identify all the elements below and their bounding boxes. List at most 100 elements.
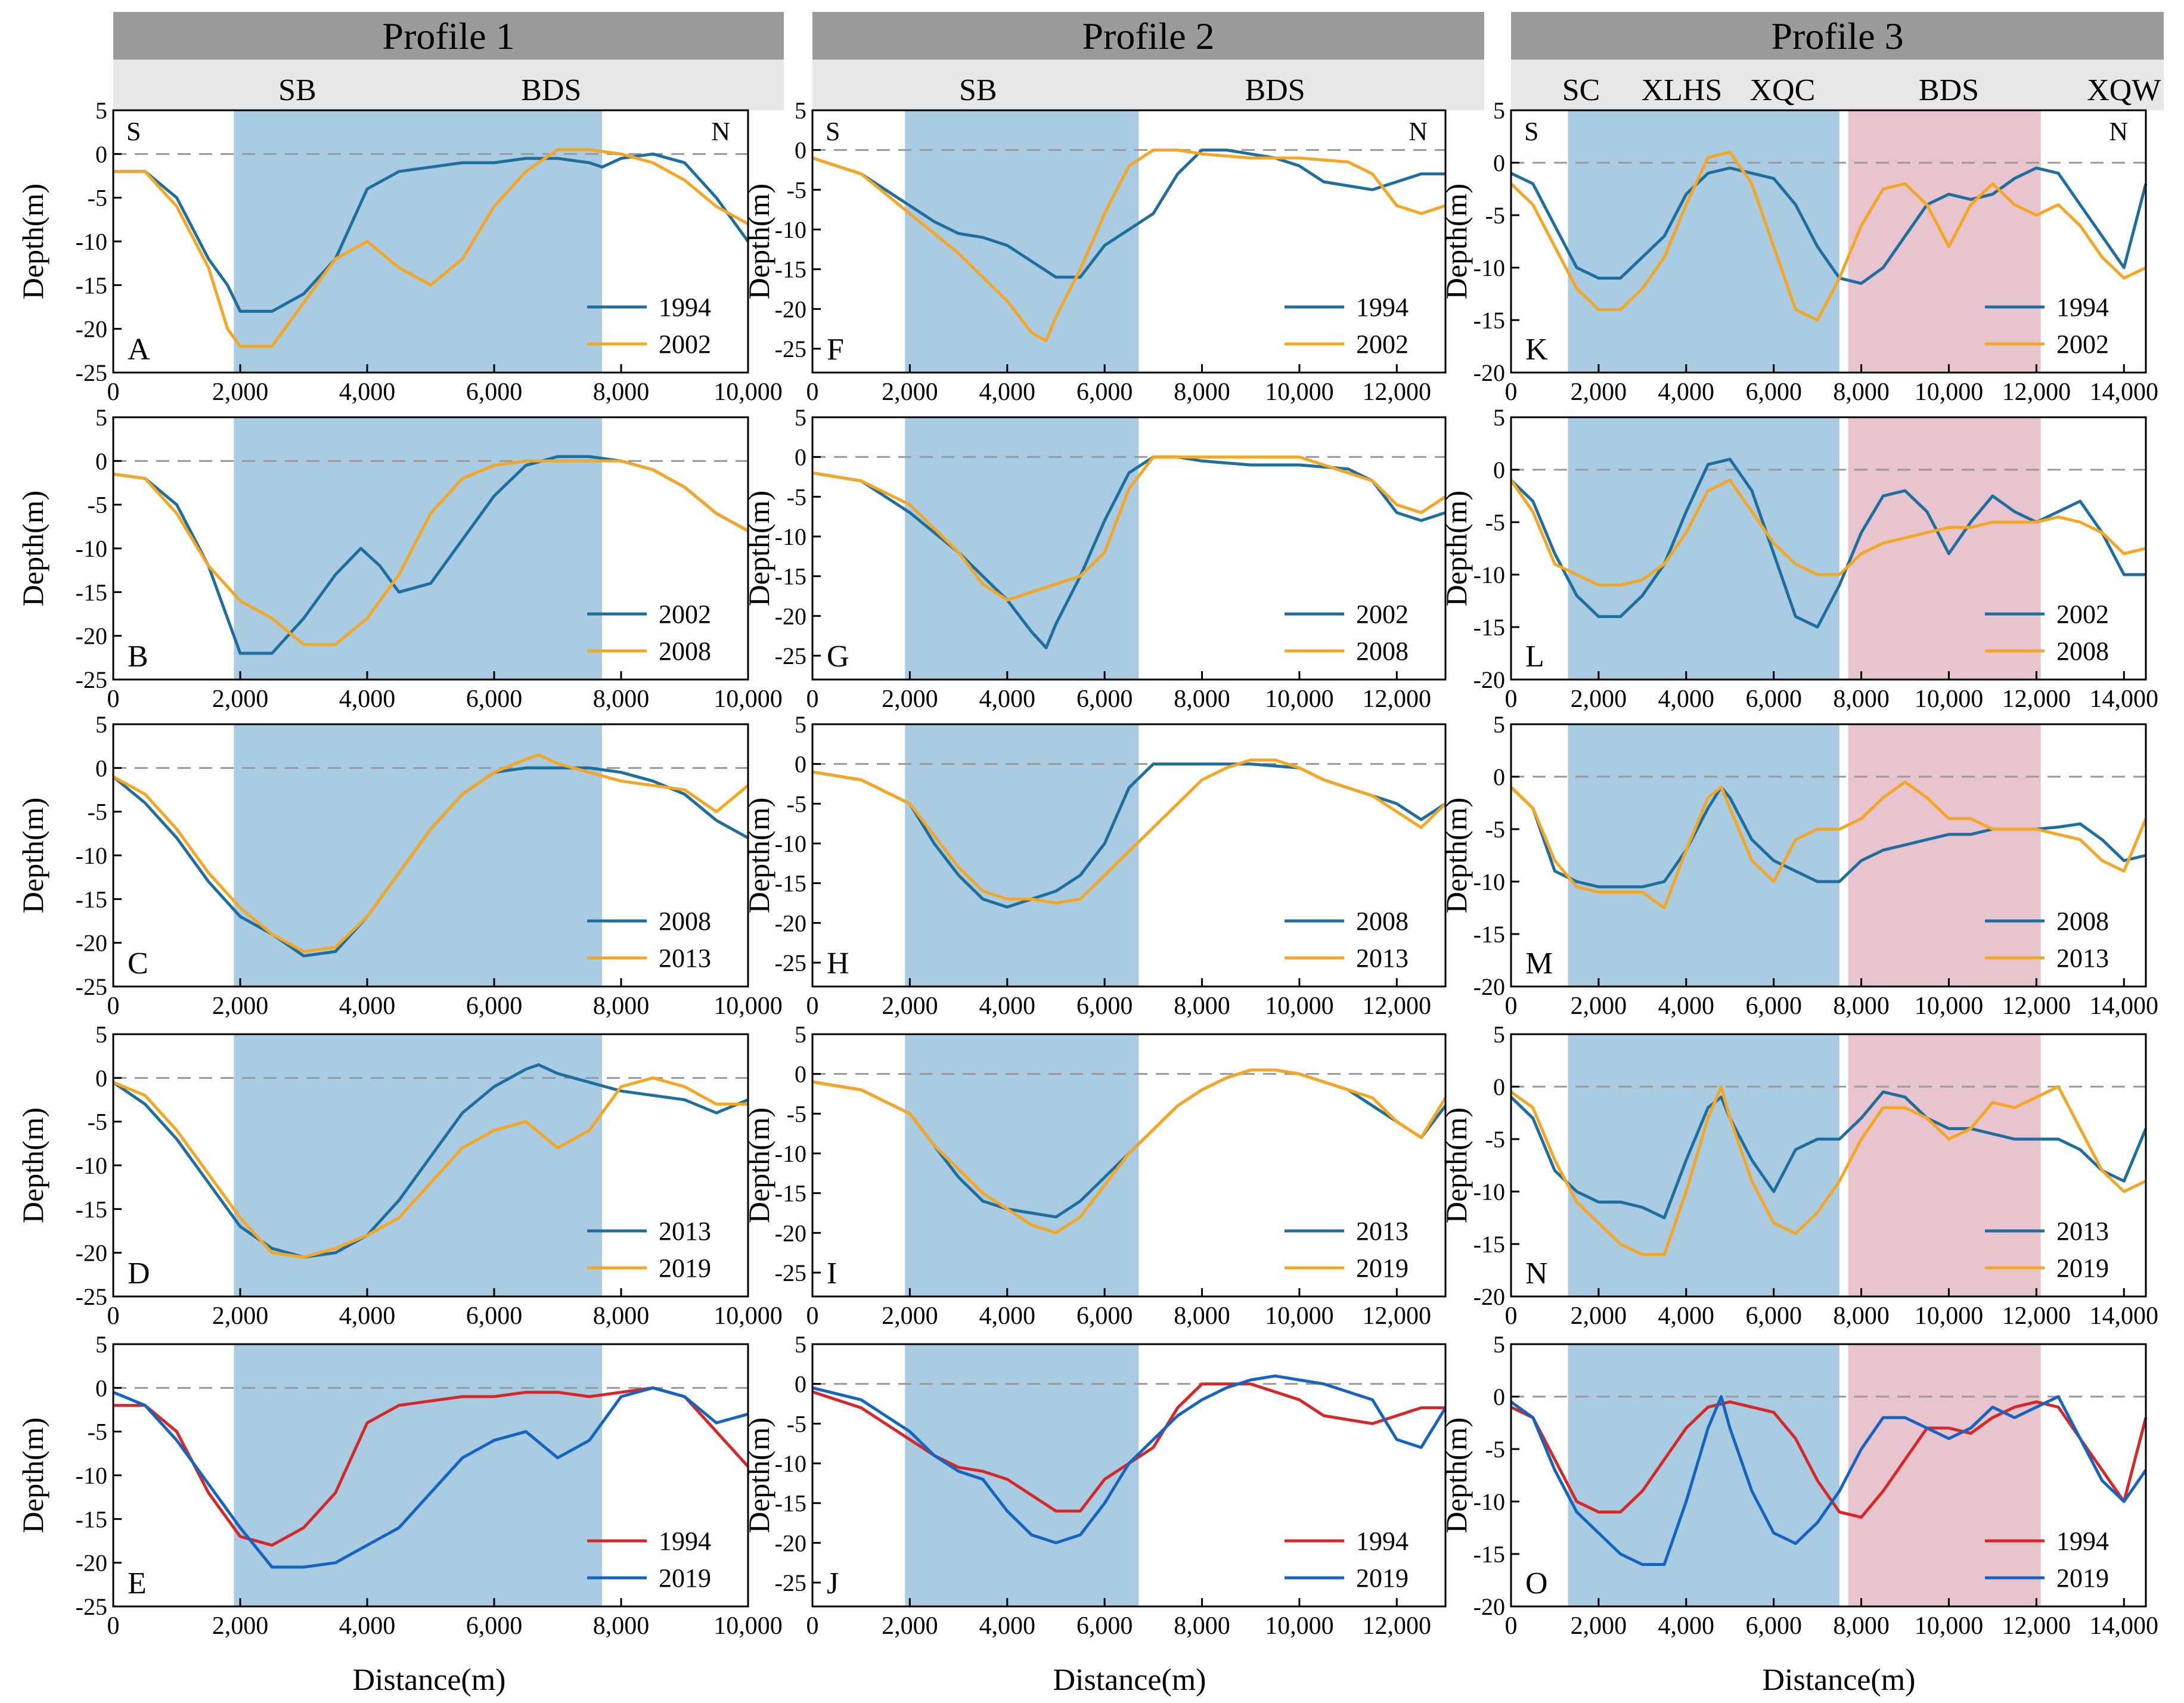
- y-tick-label: -15: [1473, 1231, 1505, 1258]
- panel-letter: D: [128, 1257, 150, 1291]
- x-tick-label: 4,000: [339, 379, 396, 406]
- legend-label: 1994: [2056, 1527, 2109, 1556]
- region-label: SC: [1562, 73, 1600, 107]
- y-tick-label: -20: [775, 603, 806, 629]
- x-tick-label: 12,000: [2002, 685, 2071, 713]
- legend-label: 1994: [1356, 293, 1409, 322]
- x-tick-label: 0: [806, 379, 819, 406]
- panel-letter: A: [128, 333, 150, 367]
- y-tick-label: 5: [95, 404, 107, 431]
- panel-letter: F: [827, 333, 844, 367]
- profile-headers: Profile 1 Profile 2 Profile 3: [113, 12, 2164, 110]
- series-line-1994: [812, 148, 1445, 279]
- legend-label: 2002: [1356, 330, 1409, 359]
- y-tick-label: -15: [775, 1490, 806, 1517]
- y-tick-label: -10: [775, 1450, 806, 1477]
- x-tick-label: 10,000: [1265, 1612, 1334, 1640]
- legend-label: 2019: [2056, 1254, 2109, 1283]
- x-tick-label: 4,000: [1658, 1302, 1715, 1330]
- y-tick-label: 5: [1493, 1331, 1505, 1358]
- y-axis-title: Depth(m): [742, 491, 775, 606]
- y-axis-title: Depth(m): [1440, 798, 1473, 913]
- y-tick-label: -10: [76, 1462, 107, 1489]
- y-tick-label: -20: [775, 910, 806, 936]
- plot-frame: [811, 723, 1447, 988]
- x-tick-label: 6,000: [1745, 379, 1802, 406]
- y-tick-label: -5: [88, 1109, 107, 1136]
- y-tick-label: -15: [775, 256, 806, 283]
- x-tick-label: 10,000: [713, 1612, 783, 1640]
- region-band: [1568, 1034, 1839, 1296]
- x-tick-label: 8,000: [1833, 1612, 1890, 1640]
- y-tick-label: 0: [795, 751, 806, 778]
- x-axis-title-col1: Distance(m): [352, 1663, 505, 1697]
- x-tick-label: 0: [806, 1302, 819, 1330]
- y-tick-label: -15: [76, 886, 107, 913]
- plot-frame: [811, 416, 1447, 681]
- y-tick-label: 5: [95, 711, 107, 738]
- y-tick-label: -10: [76, 228, 107, 255]
- legend-label: 2019: [1356, 1254, 1409, 1283]
- y-tick-label: 5: [95, 1331, 107, 1358]
- y-axis-title: Depth(m): [742, 1417, 775, 1533]
- plot-frame: [1510, 416, 2147, 681]
- y-tick-label: -5: [88, 492, 107, 519]
- x-tick-label: 6,000: [1077, 992, 1133, 1020]
- x-tick-label: 8,000: [1174, 379, 1230, 406]
- x-tick-label: 6,000: [1077, 685, 1133, 713]
- panel-M: 50-5-10-15-200 2,000 4,000 6,000 8,000 10,000…: [1440, 711, 2158, 1020]
- y-tick-label: 5: [95, 97, 107, 124]
- legend-label: 2019: [2056, 1564, 2109, 1593]
- y-axis-title: Depth(m): [16, 1417, 49, 1533]
- panel-H: 50-5-10-15-20-250 2,000 4,000 6,000 8,000 10,…: [742, 711, 1447, 1020]
- profile-title: Profile 2: [1082, 15, 1214, 57]
- y-tick-label: -10: [775, 523, 806, 550]
- y-tick-label: -20: [775, 1530, 806, 1556]
- x-tick-label: 0: [107, 685, 120, 713]
- x-tick-label: 2,000: [882, 1612, 938, 1640]
- y-tick-label: -15: [775, 870, 806, 897]
- x-tick-label: 0: [806, 1612, 819, 1640]
- series-line-2013: [112, 753, 749, 953]
- y-tick-label: 5: [795, 97, 806, 124]
- panel-letter: I: [827, 1257, 837, 1291]
- series-line-2002: [1510, 150, 2147, 322]
- legend-label: 2013: [1356, 1217, 1409, 1246]
- legend-label: 2002: [2056, 600, 2109, 629]
- y-tick-label: 0: [1493, 457, 1505, 483]
- y-tick-label: -25: [775, 643, 806, 669]
- x-tick-label: 10,000: [1915, 685, 1984, 713]
- y-tick-label: 5: [795, 711, 806, 738]
- y-tick-label: -10: [775, 1140, 806, 1167]
- y-tick-label: 0: [1493, 764, 1505, 790]
- y-tick-label: -15: [76, 272, 107, 299]
- panel-D: 50-5-10-15-20-250 2,000 4,000 6,000 8,000 10,…: [16, 1021, 783, 1330]
- legend-label: 2019: [659, 1254, 711, 1283]
- y-tick-label: 5: [795, 404, 806, 431]
- region-band: [1848, 724, 2041, 987]
- x-tick-label: 4,000: [1658, 992, 1715, 1020]
- x-tick-label: 6,000: [1077, 1612, 1133, 1640]
- x-tick-label: 12,000: [2002, 1612, 2071, 1640]
- legend-label: 2008: [1356, 637, 1409, 666]
- y-tick-label: -20: [76, 1240, 107, 1267]
- y-tick-label: -20: [1473, 359, 1505, 386]
- panel-J: 50-5-10-15-20-250 2,000 4,000 6,000 8,000 10,…: [742, 1331, 1447, 1640]
- y-tick-label: -5: [787, 790, 806, 817]
- panel-letter: L: [1525, 640, 1544, 674]
- y-tick-label: 5: [795, 1331, 806, 1358]
- y-axis-title: Depth(m): [742, 798, 775, 913]
- profile-title-bar: [812, 12, 1484, 60]
- x-tick-label: 2,000: [882, 992, 938, 1020]
- region-label: BDS: [521, 73, 581, 107]
- y-tick-label: 0: [95, 1065, 107, 1091]
- x-tick-label: 2,000: [212, 992, 269, 1020]
- x-tick-label: 10,000: [1915, 379, 1984, 406]
- region-label: SB: [278, 73, 317, 107]
- series-line-2013: [1510, 780, 2148, 910]
- series-line-2008: [1509, 479, 2146, 587]
- profile-title: Profile 3: [1771, 15, 1903, 57]
- series-line-2019: [812, 1068, 1447, 1234]
- legend-label: 2002: [1356, 600, 1409, 629]
